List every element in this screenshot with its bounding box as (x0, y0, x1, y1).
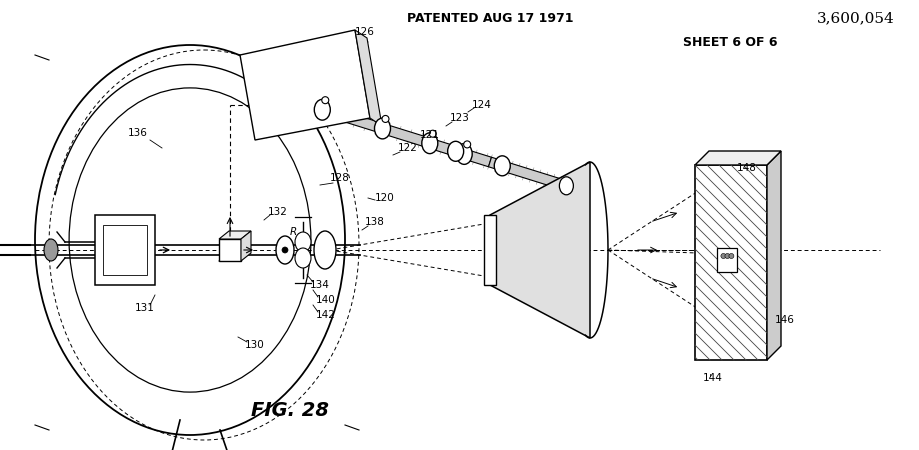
Bar (95, 215, 154, 285)
Text: 146: 146 (774, 315, 794, 325)
Text: 130: 130 (244, 340, 265, 350)
Text: 144: 144 (702, 373, 722, 383)
Bar (483, 215, 495, 285)
Ellipse shape (295, 232, 311, 252)
Ellipse shape (295, 248, 311, 268)
Text: 124: 124 (471, 100, 492, 110)
Text: 132: 132 (267, 207, 288, 217)
Text: 142: 142 (315, 310, 335, 320)
Ellipse shape (448, 141, 463, 161)
Ellipse shape (559, 177, 573, 195)
Polygon shape (488, 157, 567, 190)
Ellipse shape (728, 253, 733, 258)
Ellipse shape (374, 118, 390, 139)
Text: 3,600,054: 3,600,054 (816, 11, 894, 25)
Text: 131: 131 (135, 303, 154, 313)
Polygon shape (241, 231, 251, 261)
Ellipse shape (314, 99, 330, 120)
Polygon shape (273, 90, 491, 167)
Ellipse shape (720, 253, 725, 258)
Ellipse shape (456, 144, 471, 164)
Text: 123: 123 (449, 113, 470, 123)
Text: 148: 148 (736, 163, 756, 173)
Bar (219, 239, 241, 261)
Ellipse shape (381, 116, 389, 122)
Polygon shape (694, 151, 780, 165)
Polygon shape (766, 151, 780, 360)
Text: 120: 120 (375, 193, 394, 203)
Text: 140: 140 (315, 295, 335, 305)
Ellipse shape (44, 239, 58, 261)
Polygon shape (355, 30, 381, 126)
Ellipse shape (276, 236, 294, 264)
Ellipse shape (322, 97, 328, 104)
Text: 134: 134 (310, 280, 330, 290)
Text: R: R (289, 227, 297, 237)
Ellipse shape (429, 130, 436, 137)
Bar (103, 225, 147, 275)
Text: 122: 122 (398, 143, 417, 153)
Ellipse shape (463, 141, 471, 148)
Text: SHEET 6 OF 6: SHEET 6 OF 6 (682, 36, 777, 49)
Polygon shape (490, 162, 589, 338)
Polygon shape (240, 30, 369, 140)
Text: 126: 126 (355, 27, 374, 37)
Ellipse shape (724, 253, 729, 258)
Text: 128: 128 (330, 173, 349, 183)
Text: 136: 136 (128, 128, 148, 138)
Ellipse shape (282, 247, 288, 253)
Ellipse shape (494, 156, 510, 176)
Text: 121: 121 (420, 130, 439, 140)
Text: 138: 138 (365, 217, 384, 227)
Text: PATENTED AUG 17 1971: PATENTED AUG 17 1971 (406, 12, 573, 24)
Polygon shape (219, 231, 251, 239)
Bar (694, 165, 766, 360)
Bar (717, 248, 737, 272)
Ellipse shape (313, 231, 335, 269)
Text: FIG. 28: FIG. 28 (251, 400, 329, 419)
Ellipse shape (421, 133, 437, 153)
